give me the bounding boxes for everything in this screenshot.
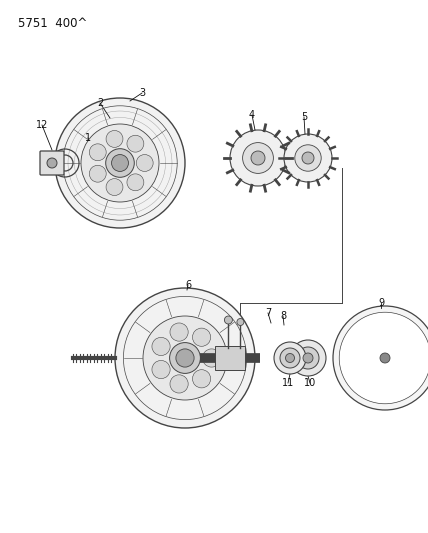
Text: 8: 8 xyxy=(280,311,286,321)
Circle shape xyxy=(202,349,221,367)
Circle shape xyxy=(280,348,300,368)
Text: 7: 7 xyxy=(265,308,271,318)
Text: 10: 10 xyxy=(304,378,316,388)
Circle shape xyxy=(297,347,319,369)
Text: 5: 5 xyxy=(301,112,307,122)
FancyBboxPatch shape xyxy=(40,151,64,175)
Text: 12: 12 xyxy=(36,120,48,130)
Bar xyxy=(215,346,245,370)
Circle shape xyxy=(89,144,106,161)
Circle shape xyxy=(284,134,332,182)
Circle shape xyxy=(143,316,227,400)
Circle shape xyxy=(112,155,128,172)
Text: 1: 1 xyxy=(85,133,91,143)
Circle shape xyxy=(176,349,194,367)
Text: 4: 4 xyxy=(249,110,255,120)
Text: 11: 11 xyxy=(282,378,294,388)
Text: 9: 9 xyxy=(378,298,384,308)
Circle shape xyxy=(136,155,153,172)
Circle shape xyxy=(170,323,188,341)
Text: 3: 3 xyxy=(139,88,145,98)
Circle shape xyxy=(89,165,106,182)
Circle shape xyxy=(380,353,390,363)
Circle shape xyxy=(243,143,273,173)
Circle shape xyxy=(339,312,428,404)
Circle shape xyxy=(169,343,200,374)
Circle shape xyxy=(302,152,314,164)
Circle shape xyxy=(193,370,211,388)
Circle shape xyxy=(290,340,326,376)
Circle shape xyxy=(224,316,232,324)
Circle shape xyxy=(106,179,123,196)
Circle shape xyxy=(230,130,286,186)
Circle shape xyxy=(285,353,294,362)
Text: 6: 6 xyxy=(185,280,191,290)
Circle shape xyxy=(115,288,255,428)
Circle shape xyxy=(295,145,321,171)
Text: 5751  400^: 5751 400^ xyxy=(18,17,87,30)
Circle shape xyxy=(333,306,428,410)
Circle shape xyxy=(152,360,170,378)
Circle shape xyxy=(81,124,159,202)
Circle shape xyxy=(193,328,211,346)
Circle shape xyxy=(127,174,144,191)
Circle shape xyxy=(237,319,244,326)
Circle shape xyxy=(251,151,265,165)
Circle shape xyxy=(127,135,144,152)
Circle shape xyxy=(274,342,306,374)
Circle shape xyxy=(55,98,185,228)
Circle shape xyxy=(106,131,123,147)
Circle shape xyxy=(106,149,134,177)
Circle shape xyxy=(47,158,57,168)
Text: 2: 2 xyxy=(97,98,103,108)
Circle shape xyxy=(170,375,188,393)
Circle shape xyxy=(303,353,313,363)
Circle shape xyxy=(152,337,170,356)
